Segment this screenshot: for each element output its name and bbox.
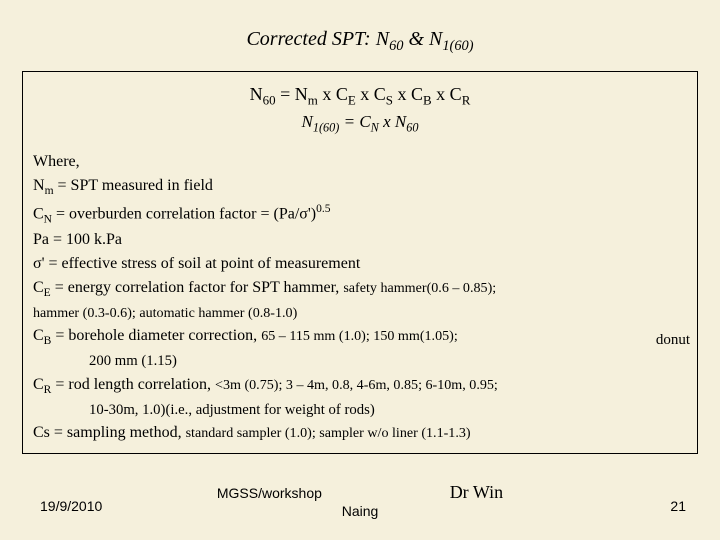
definitions: Where, Nm = SPT measured in field CN = o…	[33, 150, 687, 445]
formula-block: N60 = Nm x CE x CS x CB x CR N1(60) = CN…	[33, 82, 687, 136]
slide-title: Corrected SPT: N60 & N1(60)	[0, 0, 720, 65]
def-cn: CN = overburden correlation factor = (Pa…	[33, 201, 687, 229]
def-cr: CR = rod length correlation, <3m (0.75);…	[33, 373, 687, 399]
content-box: N60 = Nm x CE x CS x CB x CR N1(60) = CN…	[22, 71, 698, 454]
formula-1: N60 = Nm x CE x CS x CB x CR	[33, 82, 687, 110]
def-cb: CB = borehole diameter correction, 65 – …	[33, 324, 687, 350]
def-nm: Nm = SPT measured in field	[33, 174, 687, 200]
def-sigma: σ' = effective stress of soil at point o…	[33, 252, 687, 276]
donut-note: donut	[656, 332, 690, 349]
def-pa: Pa = 100 k.Pa	[33, 228, 687, 252]
def-cr-cont: 10-30m, 1.0)(i.e., adjustment for weight…	[33, 399, 687, 421]
formula-2: N1(60) = CN x N60	[33, 110, 687, 137]
def-ce: CE = energy correlation factor for SPT h…	[33, 276, 687, 302]
def-cs: Cs = sampling method, standard sampler (…	[33, 421, 687, 445]
where-label: Where,	[33, 150, 687, 174]
footer-date: 19/9/2010	[40, 498, 102, 514]
footer: 19/9/2010 MGSS/workshop Dr Win Naing 21	[0, 482, 720, 520]
footer-author: Dr Win	[450, 482, 503, 502]
hammer-note: hammer (0.3-0.6); automatic hammer (0.8-…	[33, 303, 687, 324]
footer-center: MGSS/workshop Dr Win Naing	[0, 482, 720, 520]
def-cb-cont: 200 mm (1.15)	[33, 350, 687, 372]
page-number: 21	[670, 498, 686, 514]
